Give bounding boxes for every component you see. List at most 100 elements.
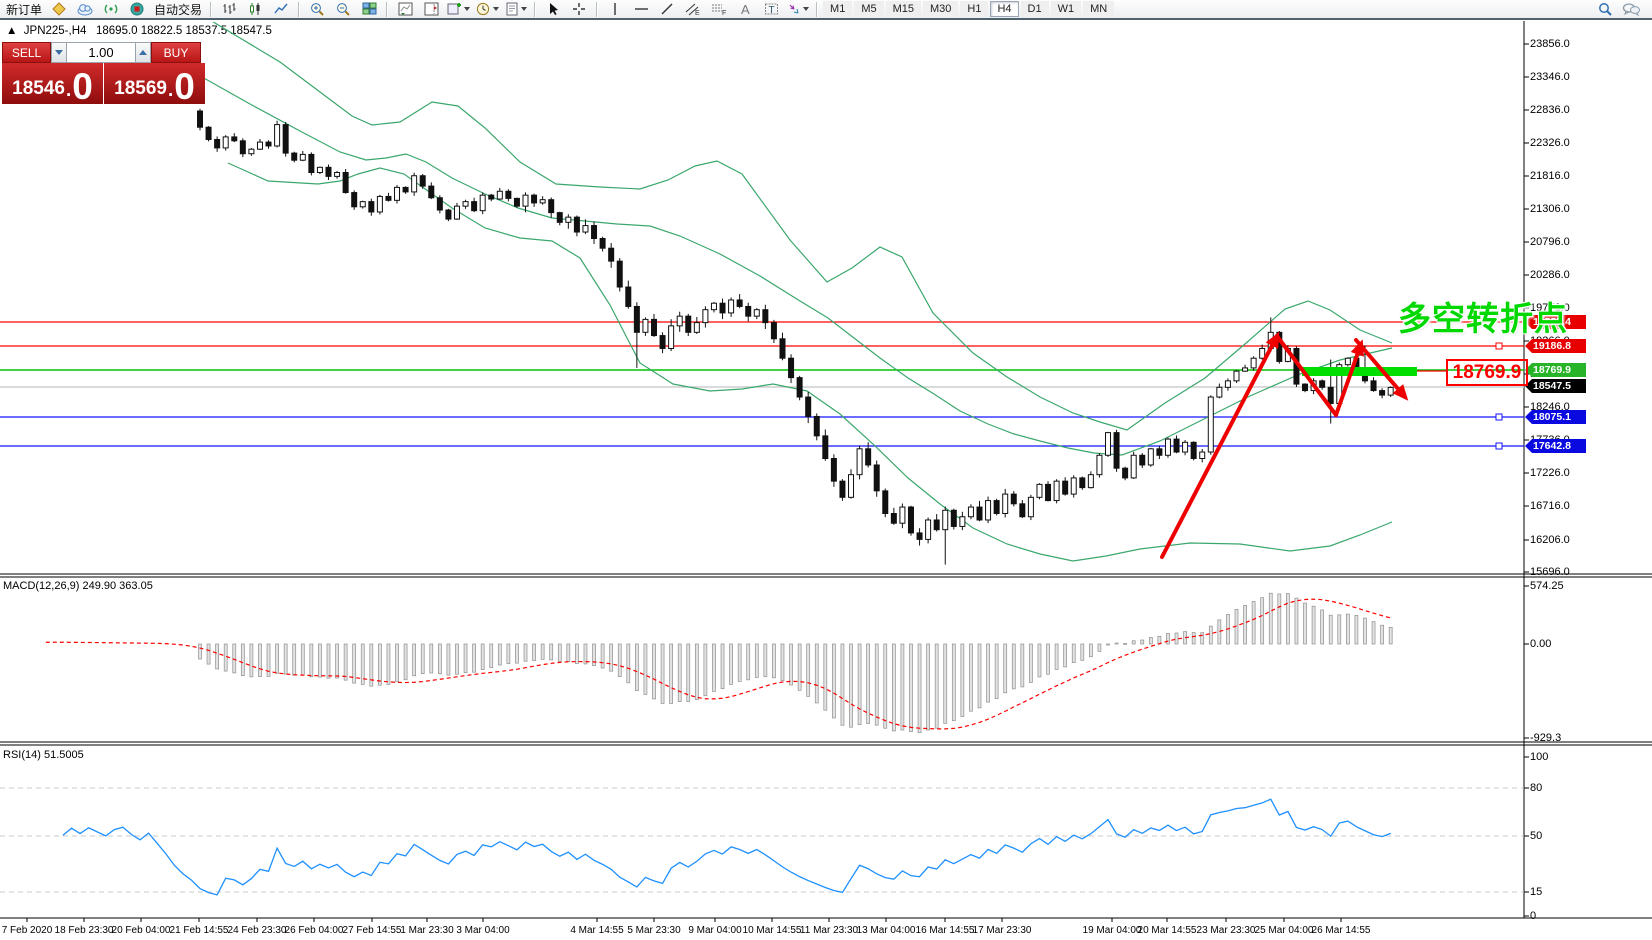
timeframe-button-m5[interactable]: M5 xyxy=(854,1,884,17)
timeframe-button-d1[interactable]: D1 xyxy=(1020,1,1049,17)
dropdown-caret-icon xyxy=(493,7,500,11)
dropdown-caret-icon xyxy=(464,7,471,11)
axis-tick-label: 21306.0 xyxy=(1530,203,1570,215)
price-badge: 18547.5 xyxy=(1525,379,1586,393)
dropdown-caret-icon xyxy=(803,7,810,11)
period-clock-icon[interactable] xyxy=(473,0,502,18)
chart-shift-icon[interactable] xyxy=(418,0,444,18)
add-indicator-icon[interactable] xyxy=(444,0,473,18)
buy-price-int: 18569 xyxy=(114,78,167,99)
vertical-line-icon[interactable] xyxy=(602,0,628,18)
trendline-icon[interactable] xyxy=(654,0,680,18)
axis-tick-label: 0 xyxy=(1530,910,1537,922)
rsi-line xyxy=(62,798,1391,896)
axis-tick-label: 100 xyxy=(1530,751,1549,763)
zoom-out-icon[interactable] xyxy=(330,0,356,18)
timeframe-button-mn[interactable]: MN xyxy=(1083,1,1115,17)
timeframe-button-m30[interactable]: M30 xyxy=(923,1,959,17)
buy-price[interactable]: 18569 . 0 xyxy=(104,63,205,107)
support-band-annotation xyxy=(1302,367,1417,376)
main-panel xyxy=(0,22,1524,565)
text-icon[interactable]: A xyxy=(732,0,758,18)
price-badge: 19186.8 xyxy=(1525,339,1586,353)
svg-text:T: T xyxy=(768,5,774,16)
mql5-cloud-icon[interactable] xyxy=(72,0,98,18)
buy-button[interactable]: BUY xyxy=(151,42,201,63)
time-axis-label: 10 Mar 14:55 xyxy=(742,925,802,936)
axis-tick-label: 16206.0 xyxy=(1530,534,1570,546)
candlestick-chart-icon[interactable] xyxy=(242,0,268,18)
dropdown-caret-icon xyxy=(521,7,528,11)
line-chart-icon[interactable] xyxy=(268,0,294,18)
fibonacci-icon[interactable]: F xyxy=(706,0,732,18)
axis-tick-label: 22836.0 xyxy=(1530,104,1570,116)
axis-tick-label: 20286.0 xyxy=(1530,269,1570,281)
bollinger-middle-band xyxy=(201,76,1393,456)
timeframe-group: M1 M5 M15 M30 H1 H4 D1 W1 MN xyxy=(822,1,1115,17)
volume-increase-button[interactable] xyxy=(135,42,151,63)
tile-windows-icon[interactable] xyxy=(356,0,382,18)
time-axis-label: 13 Mar 04:00 xyxy=(856,925,916,936)
toolbar-separator xyxy=(298,1,301,17)
timeframe-button-h4[interactable]: H4 xyxy=(990,1,1019,17)
axis-tick-label: 19776.0 xyxy=(1530,302,1570,314)
bollinger-upper-band xyxy=(212,22,1393,431)
axis-tick-label: 574.25 xyxy=(1530,580,1564,592)
toolbar-separator xyxy=(386,1,389,17)
rsi-indicator-label: RSI(14) 51.5005 xyxy=(3,749,84,761)
axis-tick-label: 20796.0 xyxy=(1530,236,1570,248)
svg-text:F: F xyxy=(722,10,726,16)
time-axis-label: 24 Feb 23:30 xyxy=(227,925,287,936)
timeframe-button-m15[interactable]: M15 xyxy=(885,1,921,17)
volume-input[interactable] xyxy=(67,42,135,63)
one-click-trading-panel: SELL BUY 18546 . 0 18569 . 0 xyxy=(2,42,205,107)
cursor-icon[interactable] xyxy=(540,0,566,18)
bollinger-lower-band xyxy=(227,162,1393,562)
axis-tick-label: 80 xyxy=(1530,782,1543,794)
sell-price[interactable]: 18546 . 0 xyxy=(2,63,103,105)
buy-price-frac: 0 xyxy=(174,66,195,107)
time-axis-label: 26 Mar 14:55 xyxy=(1311,925,1371,936)
price-tag-annotation[interactable]: 18769.9 xyxy=(1446,359,1528,386)
crosshair-icon[interactable] xyxy=(566,0,592,18)
macd-panel xyxy=(45,592,1393,733)
axis-tick-label: 22326.0 xyxy=(1530,137,1570,149)
svg-text:A: A xyxy=(741,2,750,16)
time-axis-label: 23 Mar 23:30 xyxy=(1196,925,1256,936)
turning-point-annotation: 多空转折点 xyxy=(1398,300,1568,337)
horizontal-line-icon[interactable] xyxy=(628,0,654,18)
template-icon[interactable] xyxy=(502,0,530,18)
time-axis-label: 20 Feb 04:00 xyxy=(111,925,171,936)
shapes-icon[interactable] xyxy=(784,0,812,18)
toolbar-separator xyxy=(596,1,599,17)
timeframe-button-m1[interactable]: M1 xyxy=(823,1,853,17)
time-axis-label: 9 Mar 04:00 xyxy=(688,925,742,936)
new-order-button[interactable]: 新订单 xyxy=(2,0,46,18)
time-axis-label: 11 Mar 23:30 xyxy=(799,925,859,936)
volume-decrease-button[interactable] xyxy=(51,42,67,63)
macd-indicator-label: MACD(12,26,9) 249.90 363.05 xyxy=(3,580,153,592)
equidistant-channel-icon[interactable]: E xyxy=(680,0,706,18)
signals-icon[interactable] xyxy=(98,0,124,18)
chart-window-icon[interactable] xyxy=(392,0,418,18)
search-icon[interactable] xyxy=(1592,0,1618,18)
chat-icon[interactable] xyxy=(1618,0,1644,18)
time-axis-label: 3 Mar 04:00 xyxy=(456,925,510,936)
time-axis-label: 16 Mar 14:55 xyxy=(915,925,975,936)
time-axis-label: 25 Mar 04:00 xyxy=(1254,925,1314,936)
timeframe-button-h1[interactable]: H1 xyxy=(960,1,989,17)
symbol-info: ▲ JPN225-,H4 18695.0 18822.5 18537.5 185… xyxy=(6,25,272,37)
candles-layer xyxy=(197,108,1394,565)
timeframe-button-w1[interactable]: W1 xyxy=(1050,1,1082,17)
axis-tick-label: 0.00 xyxy=(1530,638,1552,650)
sell-button[interactable]: SELL xyxy=(2,42,51,63)
bar-chart-icon[interactable] xyxy=(216,0,242,18)
toolbar-separator xyxy=(534,1,537,17)
market-watch-icon[interactable] xyxy=(46,0,72,18)
autotrade-button[interactable]: 自动交易 xyxy=(150,0,206,18)
autotrade-icon[interactable] xyxy=(124,0,150,18)
label-icon[interactable]: T xyxy=(758,0,784,18)
zoom-in-icon[interactable] xyxy=(304,0,330,18)
